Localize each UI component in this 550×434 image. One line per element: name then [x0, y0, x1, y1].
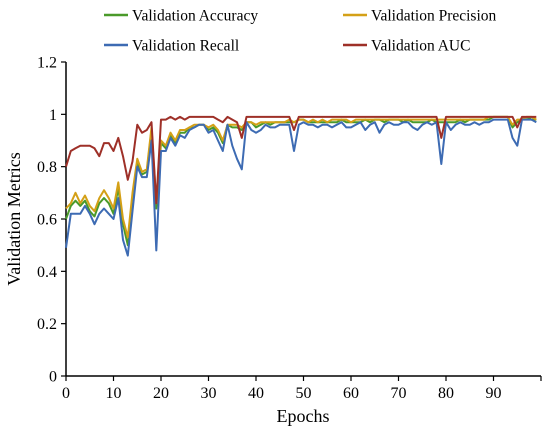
chart-axes: [65, 62, 541, 377]
validation-auc-legend-label: Validation AUC: [371, 38, 470, 55]
x-axis-ticks: 0 10 20 30 40 50 60 70 80 90: [62, 376, 542, 402]
x-tick-label: 90: [486, 385, 502, 402]
y-tick-label: 0: [49, 369, 57, 386]
y-tick-label: 1: [49, 107, 57, 124]
x-axis-title: Epochs: [277, 406, 330, 426]
series-lines: [65, 115, 537, 257]
x-tick-label: 60: [343, 385, 359, 402]
x-tick-label: 30: [201, 385, 217, 402]
y-tick-label: 1.2: [37, 55, 57, 72]
y-tick-label: 0.6: [37, 212, 57, 229]
y-axis-title: Validation Metrics: [4, 152, 24, 285]
validation-auc-line: [65, 115, 537, 205]
x-tick-label: 50: [296, 385, 312, 402]
validation-accuracy-legend-label: Validation Accuracy: [132, 8, 258, 25]
y-tick-label: 0.8: [37, 159, 57, 176]
validation-precision-legend-label: Validation Precision: [371, 8, 497, 25]
validation-recall-legend-label: Validation Recall: [132, 38, 239, 55]
x-tick-label: 70: [391, 385, 407, 402]
x-tick-label: 20: [153, 385, 169, 402]
x-tick-label: 80: [438, 385, 454, 402]
y-tick-label: 0.2: [37, 316, 57, 333]
chart-legend: Validation Accuracy Validation Precision V…: [104, 8, 497, 55]
validation-recall-line: [65, 118, 537, 257]
x-tick-label: 0: [62, 385, 70, 402]
x-tick-label: 10: [106, 385, 122, 402]
y-axis-ticks: 0 0.2 0.4 0.6 0.8 1 1.2: [37, 55, 66, 386]
y-tick-label: 0.4: [37, 264, 57, 281]
x-tick-label: 40: [248, 385, 264, 402]
validation-precision-line: [65, 115, 537, 239]
